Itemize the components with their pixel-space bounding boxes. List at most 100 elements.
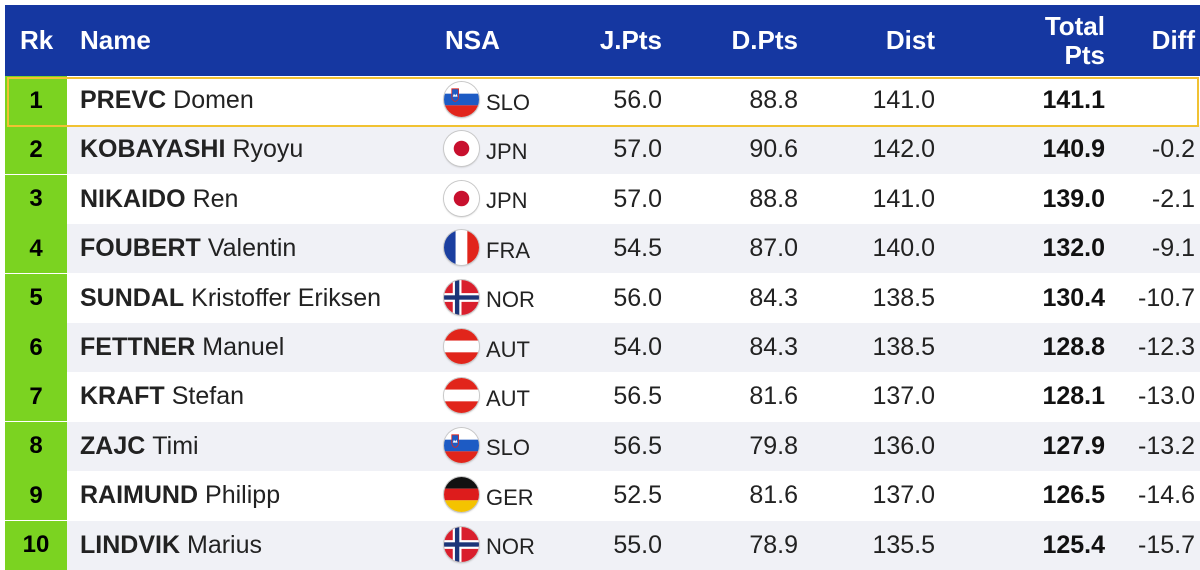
header-rank[interactable]: Rk [20,25,54,55]
athlete-last-name: KRAFT [80,382,165,411]
distance-points: 88.8 [749,184,798,213]
rank-cell: 2 [5,125,67,175]
austria-flag-icon [444,329,479,364]
diff-value: -0.2 [1151,135,1195,164]
athlete-first-name: Marius [187,530,263,559]
athlete-last-name: SUNDAL [80,283,185,312]
total-points: 140.9 [1042,135,1105,164]
table-row[interactable]: 10 LINDVIK Marius NOR 55.0 78.9 135.5 125.4 -15.… [5,520,1200,570]
distance: 140.0 [872,234,935,263]
diff-value: -14.6 [1138,481,1195,510]
judge-points: 56.5 [613,431,662,460]
distance: 138.5 [872,333,935,361]
distance: 138.5 [872,283,935,312]
nsa-code: AUT [486,336,530,362]
athlete-last-name: KOBAYASHI [80,135,226,164]
table-row[interactable]: 4 FOUBERT Valentin FRA 54.5 87.0 140.0 132.0 -9.… [5,224,1200,274]
nsa-code: GER [486,484,534,510]
diff-value: -15.7 [1138,530,1195,559]
athlete-last-name: PREVC [80,86,167,114]
norway-flag-icon [444,279,479,315]
distance: 135.5 [872,530,935,559]
judge-points: 54.0 [613,333,662,361]
distance: 137.0 [872,481,935,510]
judge-points: 52.5 [613,481,662,510]
nsa-code: SLO [486,435,531,461]
rank-cell: 8 [5,421,67,471]
header-judge-points[interactable]: J.Pts [599,25,662,55]
rank-cell: 9 [5,471,67,521]
table-row[interactable]: 1 PREVC Domen SLO 56.0 88.8 141.0 141.1 [5,76,1200,125]
athlete-last-name: LINDVIK [80,530,180,559]
header-nsa[interactable]: NSA [445,25,500,55]
header-diff[interactable]: Diff [1151,25,1195,55]
header-name[interactable]: Name [80,25,151,55]
austria-flag-icon [444,378,479,414]
judge-points: 57.0 [613,135,662,164]
diff-value: -2.1 [1151,184,1195,213]
athlete-first-name: Manuel [202,333,285,361]
header-distance[interactable]: Dist [885,25,935,55]
total-points: 125.4 [1042,530,1105,559]
france-flag-icon [444,230,479,266]
total-points: 128.8 [1042,333,1105,361]
athlete-name[interactable]: KRAFT Stefan [80,372,244,421]
slovenia-flag-icon [444,427,479,463]
athlete-name[interactable]: FOUBERT Valentin [80,224,296,273]
table-row[interactable]: 2 KOBAYASHI Ryoyu JPN 57.0 90.6 142.0 140.9 -0.2 [5,125,1200,175]
judge-points: 56.5 [613,382,662,411]
table-header: Rk Name NSA J.Pts D.Pts Dist Total Pts D… [5,5,1200,76]
distance-points: 79.8 [749,431,798,460]
distance-points: 84.3 [749,333,798,361]
table-row[interactable]: 3 NIKAIDO Ren JPN 57.0 88.8 141.0 139.0 -2.1 [5,174,1200,224]
diff-value [1115,76,1195,125]
total-points: 126.5 [1042,481,1105,510]
athlete-name[interactable]: PREVC Domen [80,76,254,125]
norway-flag-icon [444,526,479,562]
table-row[interactable]: 5 SUNDAL Kristoffer Eriksen NOR 56.0 84.3 138.… [5,273,1200,323]
diff-value: -12.3 [1138,333,1195,361]
athlete-name[interactable]: ZAJC Timi [80,422,199,471]
athlete-name[interactable]: SUNDAL Kristoffer Eriksen [80,274,381,323]
japan-flag-icon [444,131,479,167]
diff-value: -13.2 [1138,431,1195,460]
nsa-code: JPN [486,188,528,214]
total-points: 128.1 [1042,382,1105,411]
athlete-name[interactable]: KOBAYASHI Ryoyu [80,125,303,174]
distance: 137.0 [872,382,935,411]
distance: 136.0 [872,431,935,460]
table-row[interactable]: 9 RAIMUND Philipp GER 52.5 81.6 137.0 126.5 -14.… [5,471,1200,521]
results-table: Rk Name NSA J.Pts D.Pts Dist Total Pts D… [5,5,1200,570]
distance-points: 81.6 [749,481,798,510]
athlete-name[interactable]: LINDVIK Marius [80,521,262,570]
athlete-last-name: FETTNER [80,333,196,361]
athlete-name[interactable]: FETTNER Manuel [80,323,284,372]
athlete-last-name: NIKAIDO [80,184,186,213]
distance-points: 88.8 [749,86,798,114]
nsa-code: NOR [486,534,535,560]
athlete-last-name: FOUBERT [80,234,201,263]
diff-value: -13.0 [1138,382,1195,411]
japan-flag-icon [444,180,479,216]
athlete-first-name: Ren [192,184,239,213]
table-row[interactable]: 7 KRAFT Stefan AUT 56.5 81.6 137.0 128.1 -13.0 [5,372,1200,422]
header-total-line1: Total [1044,10,1105,41]
header-distance-points[interactable]: D.Pts [731,25,798,55]
athlete-name[interactable]: RAIMUND Philipp [80,471,280,520]
table-row[interactable]: 6 FETTNER Manuel AUT 54.0 84.3 138.5 128.8 -12.3 [5,323,1200,372]
nsa-code: AUT [486,385,530,411]
distance-points: 87.0 [749,234,798,263]
distance-points: 81.6 [749,382,798,411]
total-points: 139.0 [1042,184,1105,213]
judge-points: 54.5 [613,234,662,263]
judge-points: 56.0 [613,86,662,114]
total-points: 130.4 [1042,283,1105,312]
athlete-name[interactable]: NIKAIDO Ren [80,175,238,224]
diff-value: -9.1 [1151,234,1195,263]
diff-value: -10.7 [1138,283,1195,312]
header-total-points[interactable]: Total Pts [1005,5,1105,76]
athlete-last-name: RAIMUND [80,481,199,510]
total-points: 132.0 [1042,234,1105,263]
table-row[interactable]: 8 ZAJC Timi SLO 56.5 79.8 136.0 127.9 -13.2 [5,421,1200,471]
rank-cell: 6 [5,323,67,372]
